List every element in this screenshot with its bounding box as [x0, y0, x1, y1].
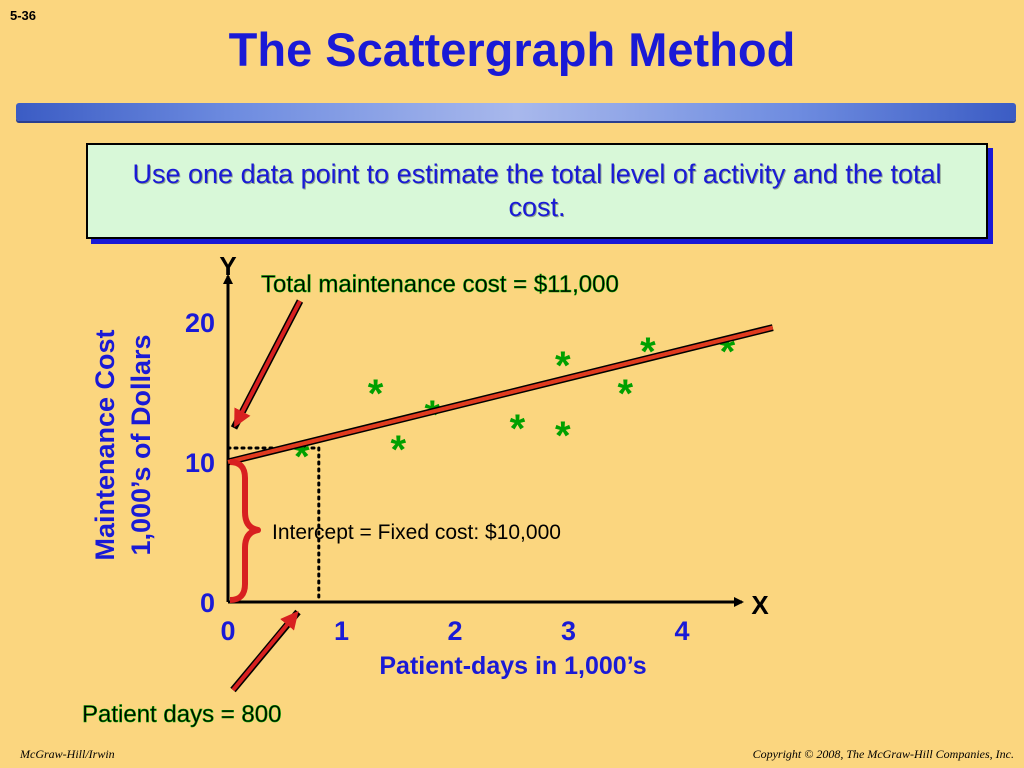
callout-box: Use one data point to estimate the total… [86, 143, 988, 239]
total-cost-label: Total maintenance cost = $11,000 [261, 271, 619, 298]
callout-text: Use one data point to estimate the total… [132, 159, 942, 222]
x-axis-title: Patient-days in 1,000’s [379, 652, 646, 680]
slide-number: 5-36 [10, 8, 37, 23]
title-divider-bar [16, 103, 1016, 121]
footer-copyright: Copyright © 2008, The McGraw-Hill Compan… [752, 747, 1014, 761]
regression-line-group [227, 324, 774, 466]
x-tick-label: 3 [561, 616, 576, 646]
x-tick-label: 4 [674, 616, 689, 646]
y-axis-title-line-1: Maintenance Cost [90, 329, 120, 560]
y-axis-title-line-2: 1,000’s of Dollars [126, 334, 156, 555]
y-tick-label: 0 [200, 588, 215, 618]
x-tick-label: 0 [220, 616, 235, 646]
x-tick-label: 2 [447, 616, 462, 646]
axes-group: Y X [219, 251, 769, 620]
data-point: * [510, 407, 526, 451]
x-axis-letter: X [751, 590, 769, 620]
y-tick-label: 20 [185, 308, 215, 338]
data-point: * [640, 330, 656, 374]
data-point: * [555, 414, 571, 458]
total-cost-arrow-fill [234, 300, 302, 428]
intercept-brace [229, 459, 261, 603]
intercept-label: Intercept = Fixed cost: $10,000 [272, 521, 561, 544]
patient-days-label: Patient days = 800 [82, 701, 281, 728]
data-point: * [617, 372, 633, 416]
slide-title: The Scattergraph Method [228, 23, 796, 76]
footer-publisher: McGraw-Hill/Irwin [20, 747, 115, 761]
x-tick-labels: 0 1 2 3 4 [220, 616, 689, 646]
y-axis-letter: Y [219, 251, 236, 281]
y-axis-title-group: Maintenance Cost 1,000’s of Dollars [90, 329, 156, 560]
data-point: * [390, 428, 406, 472]
regression-line [227, 325, 774, 464]
x-tick-label: 1 [334, 616, 349, 646]
y-tick-label: 10 [185, 448, 215, 478]
patient-days-arrow-fill [231, 610, 299, 692]
data-point: * [368, 372, 384, 416]
y-tick-labels: 0 10 20 [185, 308, 215, 618]
